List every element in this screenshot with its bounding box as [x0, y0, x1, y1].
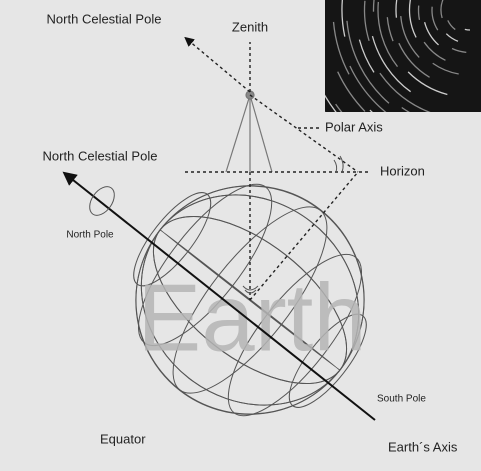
- star-trail: [346, 20, 390, 104]
- star-trail: [431, 6, 439, 31]
- star-trail-photo: [325, 0, 481, 112]
- latitude-line: [249, 171, 359, 301]
- label: North Celestial Pole: [43, 148, 158, 163]
- parallel: [137, 183, 273, 347]
- star-trail: [423, 21, 439, 46]
- star-trail: [398, 42, 430, 78]
- parallel: [172, 206, 328, 394]
- star-trail: [464, 28, 471, 31]
- label: Horizon: [380, 163, 425, 178]
- star-trail: [341, 0, 346, 37]
- star-trail: [445, 33, 459, 42]
- label: Earth´s Axis: [388, 439, 458, 454]
- polar-axis-extension: [249, 94, 359, 173]
- star-trail: [401, 106, 411, 112]
- label: North Celestial Pole: [47, 11, 162, 26]
- star-trail: [451, 47, 467, 53]
- globe-wireframe: [133, 183, 367, 417]
- star-trail: [337, 71, 366, 112]
- star-trail: [372, 0, 375, 12]
- star-trail: [432, 62, 459, 75]
- parallel: [288, 313, 367, 408]
- star-trail: [423, 41, 446, 61]
- star-trail: [377, 1, 399, 68]
- star-trail: [447, 20, 456, 31]
- star-trail: [332, 21, 350, 75]
- earth-axis: [62, 171, 376, 421]
- meridian: [140, 194, 360, 406]
- star-trail: [349, 65, 387, 112]
- star-trail: [400, 16, 420, 58]
- star-trail: [363, 0, 370, 42]
- star-trail: [408, 0, 417, 38]
- star-trail: [417, 5, 421, 20]
- polar-axis-line: [184, 36, 251, 93]
- angle-arc: [242, 285, 259, 294]
- label: North Pole: [66, 230, 114, 241]
- label: Polar Axis: [325, 119, 383, 134]
- label: South Pole: [377, 394, 426, 405]
- star-trail: [407, 71, 448, 96]
- parallel: [133, 192, 212, 287]
- earth-label: Earth: [137, 264, 366, 371]
- label: Equator: [100, 431, 146, 446]
- parallel: [227, 253, 363, 417]
- star-trail: [386, 17, 394, 42]
- star-trail: [440, 0, 444, 19]
- angle-arc: [333, 155, 344, 173]
- label: Zenith: [232, 19, 268, 34]
- star-trail: [379, 72, 431, 112]
- rotation-arrow: [89, 186, 115, 216]
- star-trail: [358, 39, 375, 73]
- star-trail: [371, 35, 412, 93]
- star-trail: [395, 0, 398, 18]
